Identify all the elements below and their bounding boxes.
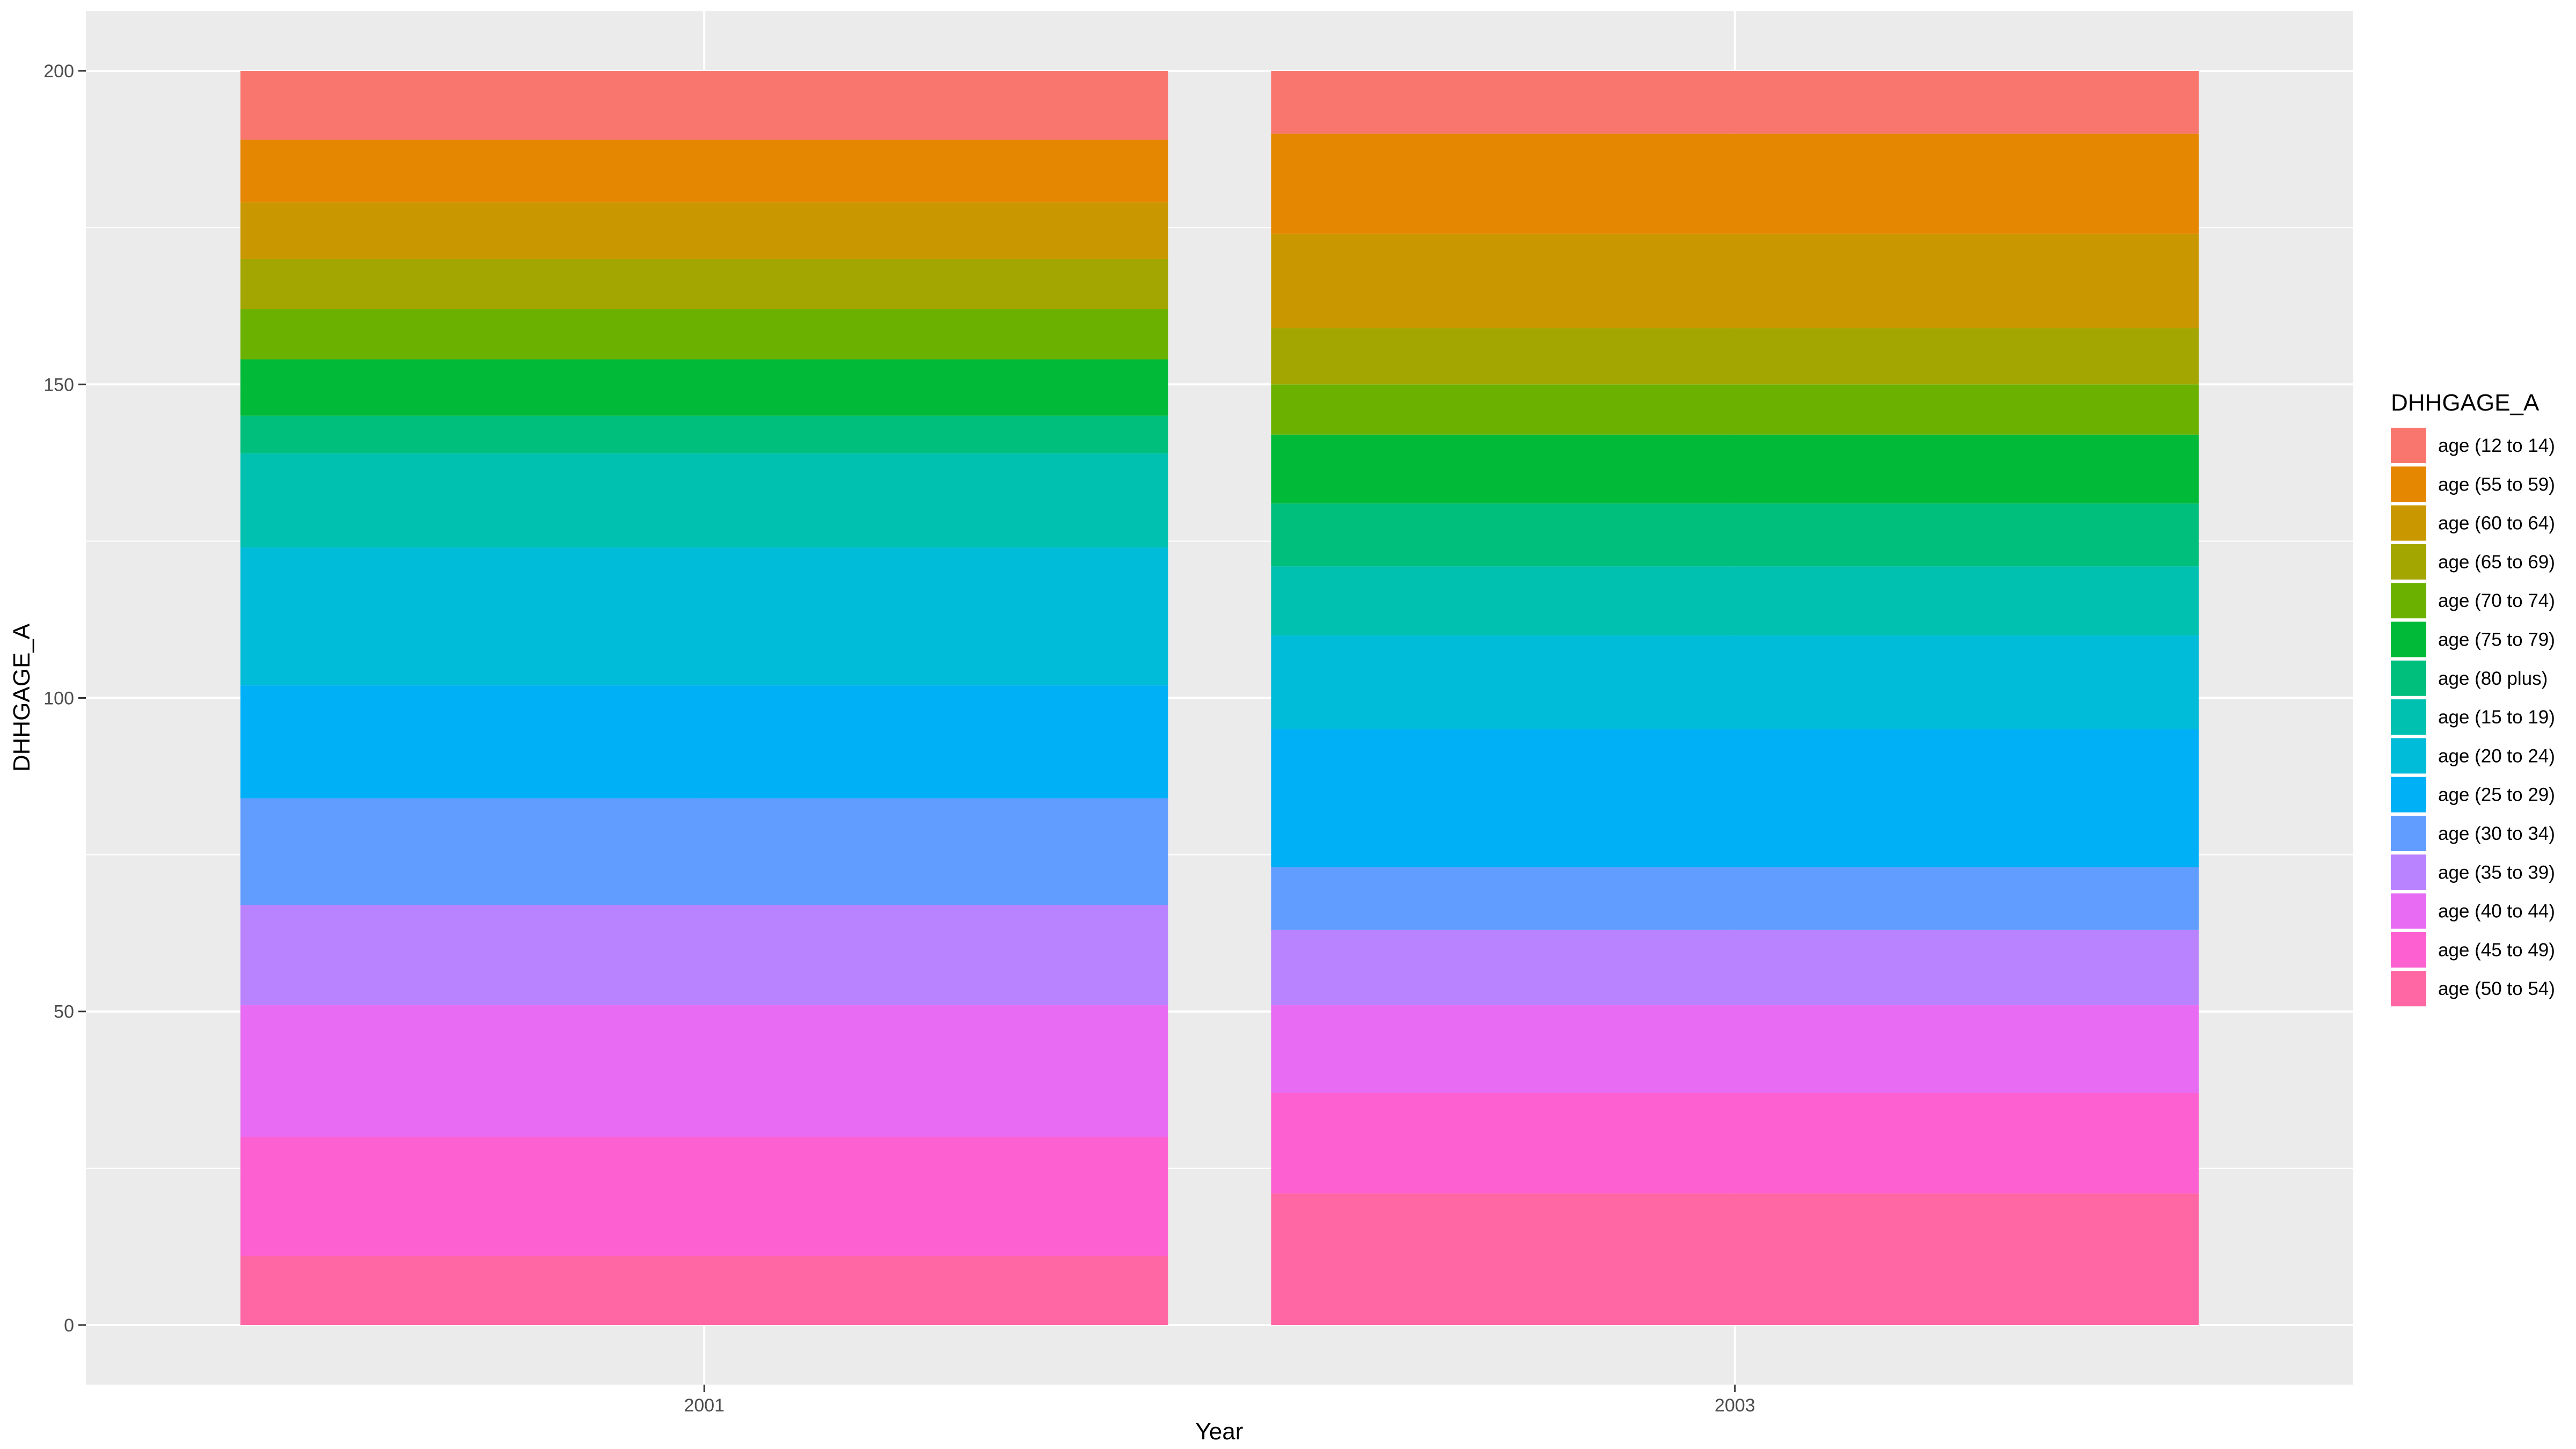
legend-key (2391, 660, 2426, 696)
bar-segment (240, 453, 1168, 548)
bar-segment (1271, 729, 2199, 867)
y-tick-label: 150 (43, 375, 74, 395)
bars-group (240, 71, 2199, 1325)
legend-label: age (70 to 74) (2438, 590, 2555, 611)
legend-label: age (45 to 49) (2438, 940, 2555, 961)
legend-key (2391, 738, 2426, 774)
bar-segment (240, 685, 1168, 799)
bar-segment (240, 202, 1168, 259)
legend-key (2391, 544, 2426, 580)
bar-segment (1271, 1093, 2199, 1194)
bar-segment (1271, 71, 2199, 134)
legend-label: age (55 to 59) (2438, 474, 2555, 495)
legend-label: age (50 to 54) (2438, 978, 2555, 999)
bar-segment (240, 259, 1168, 310)
legend-label: age (15 to 19) (2438, 707, 2555, 728)
bar-segment (1271, 328, 2199, 385)
legend-key (2391, 621, 2426, 657)
legend-label: age (35 to 39) (2438, 862, 2555, 883)
legend-key (2391, 428, 2426, 463)
bar-segment (1271, 566, 2199, 635)
bar-segment (240, 1256, 1168, 1325)
y-axis: 0 50 100 150 200 (43, 61, 86, 1336)
bar-segment (240, 71, 1168, 140)
legend-label: age (60 to 64) (2438, 513, 2555, 534)
legend-key (2391, 777, 2426, 813)
y-tick-label: 0 (64, 1315, 74, 1336)
x-tick-label: 2001 (684, 1395, 724, 1416)
legend-items: age (12 to 14) age (55 to 59) age (60 to 6… (2391, 428, 2555, 1007)
bar-segment (1271, 867, 2199, 930)
bar-segment (1271, 930, 2199, 1006)
bar-segment (240, 309, 1168, 360)
bar-segment (1271, 434, 2199, 504)
bar-segment (240, 547, 1168, 686)
bar-segment (1271, 233, 2199, 328)
legend-key (2391, 816, 2426, 851)
bar-segment (1271, 133, 2199, 234)
legend-title: DHHGAGE_A (2391, 390, 2540, 416)
legend-key (2391, 466, 2426, 502)
legend-key (2391, 505, 2426, 541)
bar-segment (240, 798, 1168, 905)
bar-segment (1271, 1005, 2199, 1093)
x-axis: 2001 2003 (684, 1385, 1755, 1416)
x-axis-title: Year (1196, 1418, 1243, 1445)
x-tick-label: 2003 (1715, 1395, 1755, 1416)
bar-segment (240, 1137, 1168, 1256)
legend-key (2391, 854, 2426, 890)
legend-key (2391, 583, 2426, 619)
legend-label: age (75 to 79) (2438, 630, 2555, 650)
bar-segment (240, 415, 1168, 453)
legend: DHHGAGE_A age (12 to 14)age (55 to 59)ag… (2391, 390, 2555, 1007)
y-tick-label: 50 (54, 1002, 74, 1022)
bar-segment (1271, 635, 2199, 729)
bar-segment (240, 359, 1168, 416)
legend-key (2391, 699, 2426, 735)
legend-label: age (80 plus) (2438, 668, 2548, 689)
legend-key (2391, 971, 2426, 1007)
legend-label: age (25 to 29) (2438, 785, 2555, 806)
bar-segment (240, 140, 1168, 203)
y-tick-label: 200 (43, 61, 74, 82)
bar-segment (1271, 503, 2199, 567)
bar-segment (240, 1005, 1168, 1137)
legend-label: age (12 to 14) (2438, 435, 2555, 456)
y-tick-label: 100 (43, 689, 74, 709)
bar-segment (1271, 1193, 2199, 1325)
legend-key (2391, 932, 2426, 968)
legend-label: age (30 to 34) (2438, 823, 2555, 844)
legend-label: age (65 to 69) (2438, 552, 2555, 573)
bar-segment (1271, 384, 2199, 435)
y-axis-title: DHHGAGE_A (9, 623, 35, 772)
legend-key (2391, 893, 2426, 929)
bar-segment (240, 905, 1168, 1006)
legend-label: age (20 to 24) (2438, 745, 2555, 766)
legend-label: age (40 to 44) (2438, 901, 2555, 922)
